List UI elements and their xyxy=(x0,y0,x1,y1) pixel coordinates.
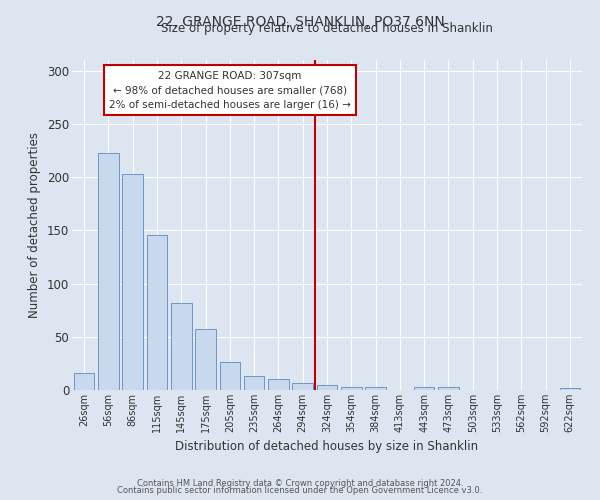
Bar xyxy=(244,376,265,390)
Bar xyxy=(268,380,289,390)
Bar xyxy=(74,373,94,390)
Bar xyxy=(292,382,313,390)
Bar xyxy=(438,387,459,390)
Bar xyxy=(317,384,337,390)
Bar xyxy=(171,302,191,390)
Bar xyxy=(414,387,434,390)
Bar xyxy=(560,388,580,390)
Bar xyxy=(122,174,143,390)
Bar xyxy=(365,387,386,390)
Bar xyxy=(220,362,240,390)
Bar xyxy=(98,152,119,390)
Bar xyxy=(146,234,167,390)
Bar xyxy=(195,330,216,390)
Text: Contains HM Land Registry data © Crown copyright and database right 2024.: Contains HM Land Registry data © Crown c… xyxy=(137,478,463,488)
Text: 22, GRANGE ROAD, SHANKLIN, PO37 6NN: 22, GRANGE ROAD, SHANKLIN, PO37 6NN xyxy=(155,15,445,29)
Text: Contains public sector information licensed under the Open Government Licence v3: Contains public sector information licen… xyxy=(118,486,482,495)
Text: 22 GRANGE ROAD: 307sqm
← 98% of detached houses are smaller (768)
2% of semi-det: 22 GRANGE ROAD: 307sqm ← 98% of detached… xyxy=(109,70,351,110)
X-axis label: Distribution of detached houses by size in Shanklin: Distribution of detached houses by size … xyxy=(175,440,479,454)
Title: Size of property relative to detached houses in Shanklin: Size of property relative to detached ho… xyxy=(161,22,493,35)
Bar xyxy=(341,387,362,390)
Y-axis label: Number of detached properties: Number of detached properties xyxy=(28,132,41,318)
